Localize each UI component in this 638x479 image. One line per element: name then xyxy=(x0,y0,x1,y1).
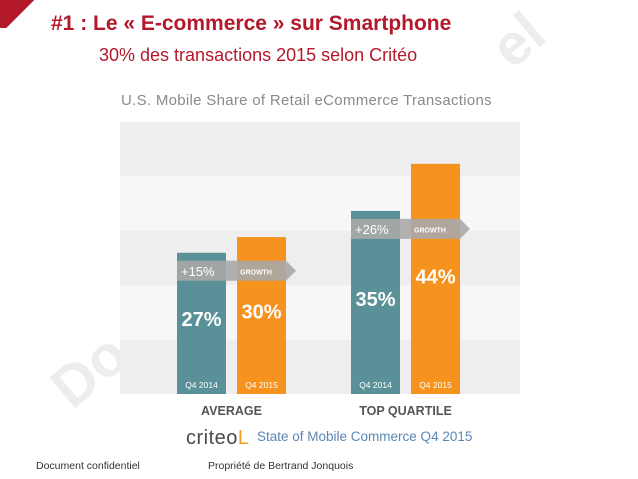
chart-title: U.S. Mobile Share of Retail eCommerce Tr… xyxy=(121,92,492,109)
growth-arrow xyxy=(177,260,296,281)
bar-value-label: 30% xyxy=(241,302,281,324)
bar-value-label: 27% xyxy=(181,309,221,331)
growth-percent: +15% xyxy=(181,264,215,279)
criteo-logo: criteoL xyxy=(186,427,250,449)
bar-value-label: 44% xyxy=(415,267,455,289)
category-label: TOP QUARTILE xyxy=(359,404,452,418)
growth-text: GROWTH xyxy=(414,227,446,234)
bar-series-label: Q4 2015 xyxy=(245,380,278,390)
footer-confidential: Document confidentiel xyxy=(36,460,140,472)
bar-series-label: Q4 2014 xyxy=(185,380,218,390)
bar xyxy=(351,210,400,394)
corner-accent xyxy=(0,0,34,28)
category-label: AVERAGE xyxy=(201,404,262,418)
growth-arrow xyxy=(351,218,470,239)
footer-owner: Propriété de Bertrand Jonquois xyxy=(208,460,354,472)
slide-subtitle: 30% des transactions 2015 selon Critéo xyxy=(99,45,418,65)
bar-series-label: Q4 2015 xyxy=(419,380,452,390)
bar-series-label: Q4 2014 xyxy=(359,380,392,390)
source-note: State of Mobile Commerce Q4 2015 xyxy=(257,429,473,444)
bar-value-label: 35% xyxy=(355,289,395,311)
bar xyxy=(411,163,460,394)
slide-title: #1 : Le « E-commerce » sur Smartphone xyxy=(51,12,452,35)
growth-text: GROWTH xyxy=(240,269,272,276)
growth-percent: +26% xyxy=(355,222,389,237)
